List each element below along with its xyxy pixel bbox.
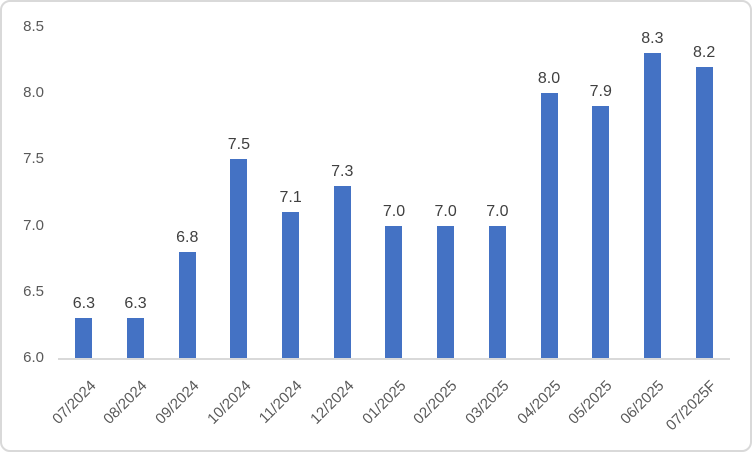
x-tick-cell: 11/2024 [256, 366, 317, 450]
bar [643, 53, 661, 358]
x-tick-cell: 01/2025 [359, 366, 420, 450]
bar [592, 106, 610, 358]
bar [127, 318, 145, 358]
bar [230, 159, 248, 358]
y-tick-label: 8.0 [23, 84, 44, 102]
bar-value-label: 8.3 [641, 30, 664, 48]
bar-value-label: 6.8 [176, 229, 199, 247]
x-tick-cell: 08/2024 [100, 366, 162, 450]
bar [282, 212, 300, 358]
bar-group: 8.2 [678, 27, 730, 358]
bar-value-label: 7.3 [331, 162, 354, 180]
bar-group: 6.3 [110, 27, 162, 358]
bar [178, 252, 196, 358]
x-tick-label: 07/2024 [48, 377, 100, 428]
bar-group: 7.0 [472, 27, 524, 358]
bar-value-label: 7.0 [382, 202, 406, 220]
bar-group: 7.0 [420, 27, 472, 358]
x-tick-cell: 07/2024 [49, 366, 110, 450]
x-tick-cell: 02/2025 [411, 366, 472, 450]
x-tick-cell: 05/2025 [566, 366, 627, 450]
bar-value-label: 7.9 [589, 83, 612, 101]
bar [333, 185, 351, 358]
x-tick-cell: 04/2025 [514, 366, 575, 450]
bar [695, 66, 713, 358]
bar-value-label: 8.0 [537, 70, 561, 88]
y-axis-labels: 6.0 6.5 7.0 7.5 8.0 8.5 [10, 2, 44, 450]
bar-group: 7.5 [213, 27, 265, 358]
x-tick-label: 11/2024 [256, 377, 306, 427]
bar-value-label: 6.3 [72, 295, 95, 313]
bar [488, 225, 506, 358]
bar-value-label: 7.0 [434, 202, 457, 220]
x-tick-cell: 06/2025 [617, 366, 679, 450]
x-tick-cell: 07/2025F [663, 366, 730, 450]
bar-value-label: 7.0 [486, 202, 509, 220]
bars-container: 6.3 6.3 6.8 7.5 7.1 7.3 7.0 7.0 7.0 8.0 7.9 8.3 8.2 [58, 27, 730, 358]
bar [385, 225, 403, 358]
x-tick-cell: 10/2024 [204, 366, 265, 450]
x-tick-cell: 09/2024 [152, 366, 213, 450]
y-tick-label: 6.5 [23, 282, 44, 300]
bar [437, 225, 455, 358]
y-tick-label: 6.0 [23, 349, 44, 366]
bar-group: 8.0 [523, 27, 575, 358]
x-axis-labels: 07/2024 08/2024 09/2024 10/2024 11/2024 12/20… [49, 366, 730, 450]
bar-group: 7.0 [368, 27, 420, 358]
x-tick-cell: 03/2025 [462, 366, 524, 450]
bar-group: 7.3 [316, 27, 368, 358]
bar-value-label: 7.1 [279, 189, 302, 207]
bar-value-label: 7.5 [227, 136, 251, 154]
bar-group: 6.3 [58, 27, 110, 358]
x-axis-line [58, 358, 730, 360]
x-tick-cell: 12/2024 [307, 366, 368, 450]
bar-group: 6.8 [161, 27, 213, 358]
y-tick-label: 7.5 [23, 150, 44, 168]
bar-value-label: 8.2 [692, 43, 716, 61]
bar-value-label: 6.3 [124, 295, 147, 313]
bar-group: 7.9 [575, 27, 627, 358]
bar [540, 93, 558, 358]
bar-group: 7.1 [265, 27, 317, 358]
y-tick-label: 8.5 [23, 18, 44, 35]
bar [75, 318, 93, 358]
bar-group: 8.3 [627, 27, 679, 358]
y-tick-label: 7.0 [23, 216, 44, 234]
